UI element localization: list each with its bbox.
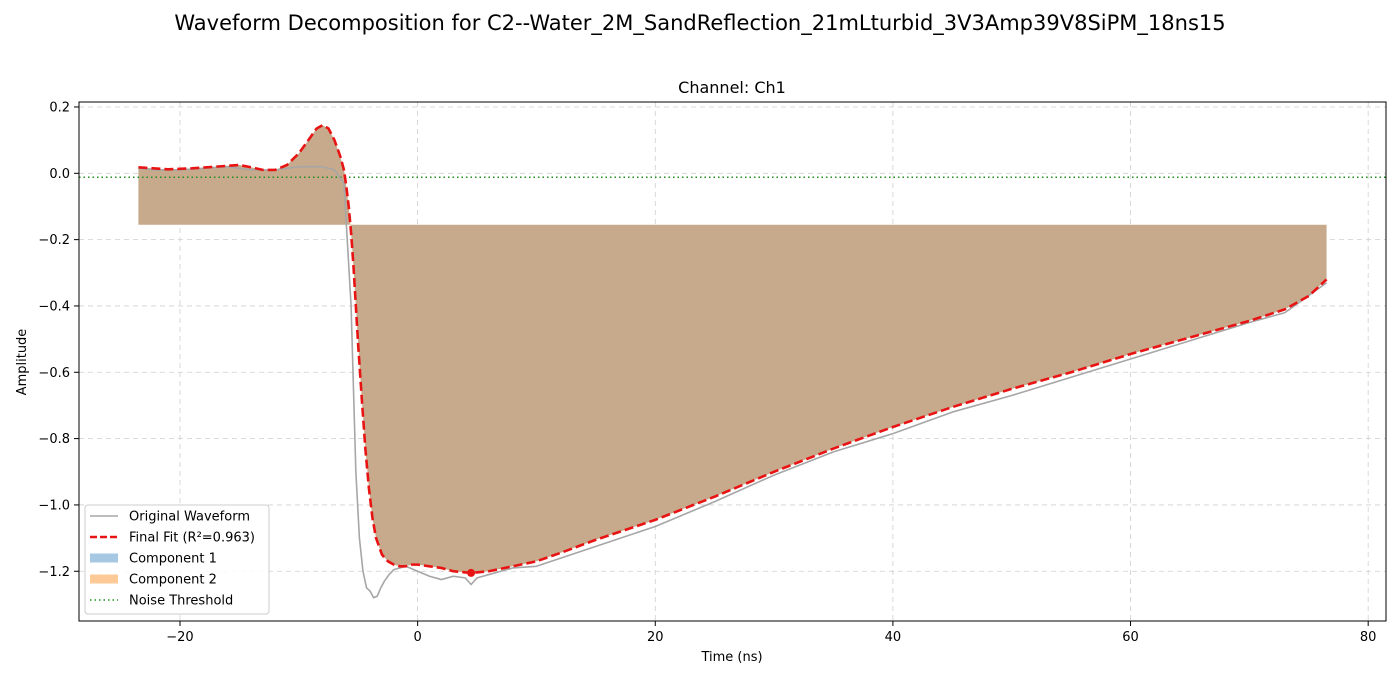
y-tick-label: −0.6 xyxy=(38,366,70,381)
legend-item: Component 1 xyxy=(90,552,217,567)
series-layer xyxy=(79,123,1386,599)
x-tick-label: 0 xyxy=(413,630,421,645)
legend-items: Original Waveform Final Fit (R²=0.963) Com… xyxy=(90,510,255,609)
x-tick-label: 40 xyxy=(885,630,902,645)
legend: Original Waveform Final Fit (R²=0.963) Com… xyxy=(84,504,270,615)
y-tick-label: −1.0 xyxy=(38,498,70,513)
legend-label: Component 2 xyxy=(129,573,217,588)
legend-label: Final Fit (R²=0.963) xyxy=(129,531,255,546)
y-axis-label: Amplitude xyxy=(15,329,30,396)
marker-layer xyxy=(467,568,476,577)
x-axis-label: Time (ns) xyxy=(700,650,762,665)
plot-area: −20 0 20 40 60 80 0.2 0.0 −0.2 −0.4 −0.6 −0.8 −1.0 −1… xyxy=(38,100,1387,645)
y-tick-label: 0.2 xyxy=(49,100,70,115)
x-tick-label: −20 xyxy=(166,630,193,645)
plot-title: Channel: Ch1 xyxy=(678,78,786,97)
legend-swatch xyxy=(90,553,118,563)
figure-title: Waveform Decomposition for C2--Water_2M_… xyxy=(174,11,1225,36)
legend-label: Original Waveform xyxy=(129,510,250,525)
component-fill-layer xyxy=(138,125,1327,573)
legend-item: Final Fit (R²=0.963) xyxy=(90,531,255,546)
legend-item: Original Waveform xyxy=(90,510,250,525)
legend-label: Noise Threshold xyxy=(129,594,233,609)
legend-label: Component 1 xyxy=(129,552,217,567)
legend-swatch xyxy=(90,574,118,584)
x-tick-label: 60 xyxy=(1122,630,1139,645)
y-tick-label: −1.2 xyxy=(38,565,70,580)
component-overlap-fill xyxy=(138,125,1327,573)
y-tick-label: −0.2 xyxy=(38,233,70,248)
y-tick-label: −0.4 xyxy=(38,299,70,314)
peak-marker xyxy=(467,568,476,577)
tick-layer: −20 0 20 40 60 80 0.2 0.0 −0.2 −0.4 −0.6 −0.8 −1.0 −1… xyxy=(38,100,1376,645)
legend-item: Component 2 xyxy=(90,573,217,588)
x-tick-label: 20 xyxy=(647,630,664,645)
y-tick-label: −0.8 xyxy=(38,432,70,447)
legend-item: Noise Threshold xyxy=(90,594,233,609)
legend-box xyxy=(84,504,270,615)
axes-frame xyxy=(78,101,1387,622)
x-tick-label: 80 xyxy=(1360,630,1377,645)
final-fit-line xyxy=(138,123,1328,575)
y-tick-label: 0.0 xyxy=(49,167,70,182)
